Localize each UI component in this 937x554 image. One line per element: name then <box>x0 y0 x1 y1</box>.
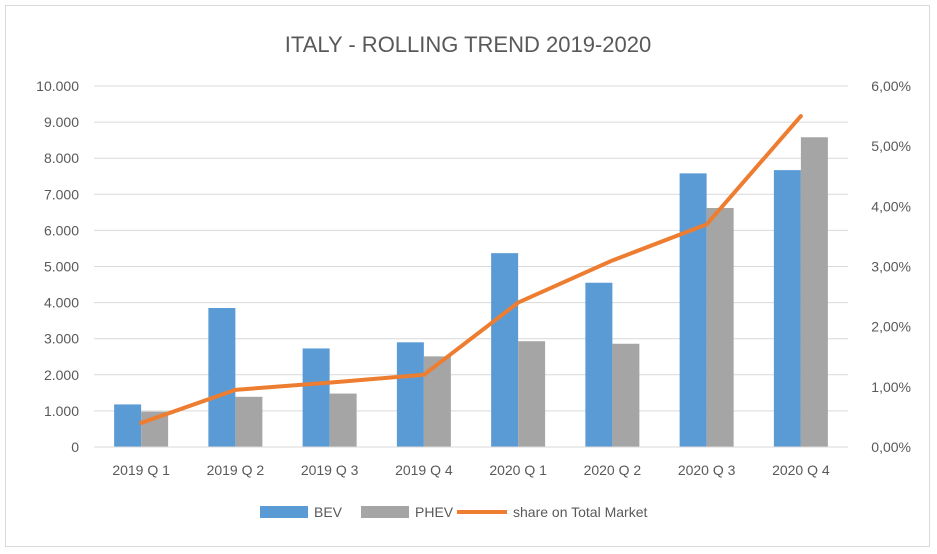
bar-bev <box>302 348 330 447</box>
gridlines <box>94 85 848 412</box>
x-tick-label: 2019 Q 2 <box>207 462 265 478</box>
x-axis-ticks: 2019 Q 1 2019 Q 2 2019 Q 3 2019 Q 4 2020 Q 1… <box>112 462 830 478</box>
x-tick-label: 2020 Q 1 <box>489 462 547 478</box>
y-left-tick-label: 9.000 <box>44 114 79 130</box>
y-left-tick-label: 3.000 <box>44 331 79 347</box>
y-left-tick-label: 1.000 <box>44 403 79 419</box>
y-right-tick-label: 0,00% <box>871 439 911 455</box>
y-left-tick-label: 0 <box>71 439 79 455</box>
share-line <box>139 114 803 425</box>
line-series-share <box>139 114 803 425</box>
y-left-tick-label: 4.000 <box>44 295 79 311</box>
legend-swatch-bev <box>260 506 308 518</box>
y-left-tick-label: 6.000 <box>44 222 79 238</box>
x-tick-label: 2020 Q 4 <box>772 462 830 478</box>
x-tick-label: 2020 Q 2 <box>584 462 642 478</box>
x-tick-label: 2019 Q 4 <box>395 462 453 478</box>
bar-bev <box>773 170 801 447</box>
y-right-tick-label: 6,00% <box>871 78 911 94</box>
legend-label: BEV <box>314 504 343 520</box>
chart-title: ITALY - ROLLING TREND 2019-2020 <box>285 32 651 57</box>
y-right-tick-label: 1,00% <box>871 379 911 395</box>
legend: BEV PHEV share on Total Market <box>260 504 647 520</box>
right-axis-ticks: 0,00% 1,00% 2,00% 3,00% 4,00% 5,00% 6,00% <box>871 78 911 455</box>
x-tick-label: 2019 Q 1 <box>112 462 170 478</box>
y-right-tick-label: 5,00% <box>871 138 911 154</box>
y-right-tick-label: 3,00% <box>871 259 911 275</box>
y-left-tick-label: 2.000 <box>44 367 79 383</box>
bar-bev <box>679 173 707 447</box>
y-left-tick-label: 10.000 <box>36 78 79 94</box>
bars <box>114 137 828 447</box>
bar-phev <box>235 396 263 447</box>
legend-label: share on Total Market <box>513 504 647 520</box>
y-left-tick-label: 7.000 <box>44 186 79 202</box>
x-tick-label: 2020 Q 3 <box>678 462 736 478</box>
bar-bev <box>585 282 613 447</box>
legend-label: PHEV <box>415 504 454 520</box>
bar-phev <box>612 343 640 447</box>
bar-bev <box>491 253 519 447</box>
x-tick-label: 2019 Q 3 <box>301 462 359 478</box>
bar-phev <box>800 137 828 447</box>
bar-bev <box>208 308 236 447</box>
y-left-tick-label: 5.000 <box>44 259 79 275</box>
legend-swatch-phev <box>361 506 409 518</box>
y-right-tick-label: 4,00% <box>871 198 911 214</box>
bar-phev <box>518 341 546 447</box>
bar-bev <box>114 404 142 447</box>
y-right-tick-label: 2,00% <box>871 319 911 335</box>
left-axis-ticks: 0 1.000 2.000 3.000 4.000 5.000 6.000 7.000 8.00… <box>36 78 79 455</box>
y-left-tick-label: 8.000 <box>44 150 79 166</box>
bar-phev <box>706 208 734 447</box>
bar-phev <box>329 393 357 447</box>
bar-bev <box>396 342 424 447</box>
